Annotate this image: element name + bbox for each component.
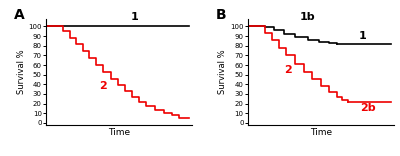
Text: A: A: [14, 8, 24, 22]
Text: 2: 2: [100, 81, 107, 91]
Text: 2: 2: [284, 65, 292, 75]
X-axis label: Time: Time: [310, 128, 332, 136]
Text: B: B: [216, 8, 226, 22]
X-axis label: Time: Time: [108, 128, 130, 136]
Y-axis label: Survival %: Survival %: [218, 49, 227, 94]
Text: 2b: 2b: [360, 103, 376, 113]
Y-axis label: Survival %: Survival %: [16, 49, 26, 94]
Text: 1: 1: [131, 12, 139, 22]
Text: 1: 1: [358, 31, 366, 41]
Text: 1b: 1b: [300, 12, 316, 22]
